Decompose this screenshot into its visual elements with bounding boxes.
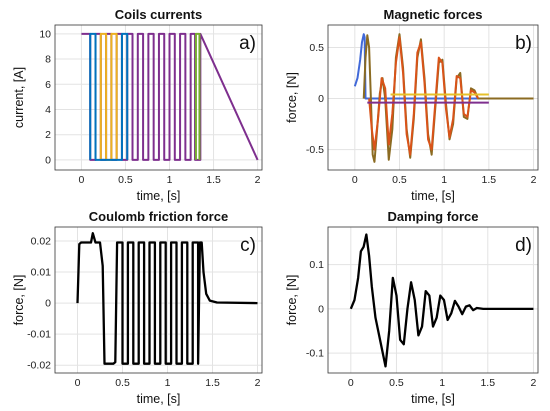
x-axis-label: time, [s] — [411, 392, 455, 406]
x-tick-label: 0 — [348, 377, 354, 389]
chart-title: Coils currents — [115, 7, 202, 22]
y-tick-label: 0.5 — [309, 42, 324, 54]
series-group — [81, 32, 259, 161]
x-tick-label: 0 — [352, 174, 358, 186]
y-tick-label: 0.1 — [309, 259, 324, 271]
y-tick-label: 6 — [45, 79, 51, 91]
y-tick-label: 0 — [45, 154, 51, 166]
x-tick-label: 0.5 — [115, 377, 130, 389]
y-axis-label: force, [N] — [285, 72, 299, 123]
axis-box — [327, 24, 539, 171]
y-axis-label: current, [A] — [12, 67, 26, 128]
x-tick-label: 0.5 — [118, 174, 133, 186]
y-tick-label: 0.02 — [31, 235, 52, 247]
x-tick-label: 1.5 — [206, 174, 221, 186]
chart-title: Damping force — [387, 209, 478, 224]
panel-label: d) — [515, 235, 532, 256]
y-tick-label: 0.01 — [31, 267, 52, 279]
x-tick-label: 2 — [255, 174, 261, 186]
panel-label: a) — [239, 33, 256, 54]
x-tick-label: 0.5 — [392, 174, 407, 186]
axis-box — [54, 24, 263, 171]
series-line-1 — [76, 232, 258, 365]
x-tick-label: 1 — [167, 174, 173, 186]
y-tick-label: -0.02 — [27, 360, 51, 372]
y-tick-label: -0.1 — [306, 348, 324, 360]
x-axis-label: time, [s] — [137, 189, 181, 203]
x-tick-label: 1 — [439, 377, 445, 389]
x-tick-label: 1 — [165, 377, 171, 389]
chart-title: Magnetic forces — [384, 7, 483, 22]
series-line-1 — [349, 233, 534, 368]
y-tick-label: -0.01 — [27, 329, 51, 341]
series-line-1 — [353, 33, 534, 100]
y-tick-label: 4 — [45, 104, 51, 116]
y-tick-label: 8 — [45, 54, 51, 66]
x-tick-label: 2 — [255, 377, 261, 389]
x-tick-label: 1 — [441, 174, 447, 186]
y-tick-label: 0 — [318, 303, 324, 315]
chart-title: Coulomb friction force — [89, 209, 228, 224]
y-tick-label: 10 — [39, 28, 51, 40]
panel-label: b) — [515, 33, 532, 54]
series-group — [76, 232, 258, 365]
series-line-4 — [194, 32, 201, 160]
plot-area — [328, 227, 538, 373]
axis-box — [54, 226, 263, 374]
x-axis-label: time, [s] — [411, 189, 455, 203]
y-tick-label: -0.5 — [306, 144, 324, 156]
panel-c: 0 0.5 1 1.5 2 -0.02 -0.01 0 0.01 0.02 Coulomb fric… — [12, 209, 263, 406]
y-axis-label: force, [N] — [285, 275, 299, 326]
series-group — [349, 233, 534, 368]
x-tick-label: 2 — [531, 377, 537, 389]
x-tick-label: 1.5 — [482, 174, 497, 186]
panel-label: c) — [240, 235, 256, 256]
x-tick-label: 0 — [79, 174, 85, 186]
y-tick-label: 0 — [45, 298, 51, 310]
panel-d: 0 0.5 1 1.5 2 -0.1 0 0.1 Damping force time, [s] f… — [285, 209, 539, 406]
panel-a: 0 0.5 1 1.5 2 0 2 4 6 8 10 Coils currents time, [s] c… — [12, 7, 263, 203]
x-tick-label: 1.5 — [480, 377, 495, 389]
y-axis-label: force, [N] — [12, 275, 26, 326]
x-axis-label: time, [s] — [137, 392, 181, 406]
y-tick-label: 2 — [45, 129, 51, 141]
x-tick-label: 0.5 — [389, 377, 404, 389]
axis-box — [327, 226, 539, 374]
x-tick-label: 2 — [531, 174, 537, 186]
x-tick-label: 1.5 — [205, 377, 220, 389]
series-line-3 — [368, 36, 479, 156]
panel-b: 0 0.5 1 1.5 2 -0.5 0 0.5 Magnetic forces time, [s… — [285, 7, 539, 203]
series-group — [353, 33, 534, 163]
series-line-3 — [89, 32, 129, 161]
y-tick-label: 0 — [318, 93, 324, 105]
x-tick-label: 0 — [75, 377, 81, 389]
plot-area — [55, 227, 262, 373]
